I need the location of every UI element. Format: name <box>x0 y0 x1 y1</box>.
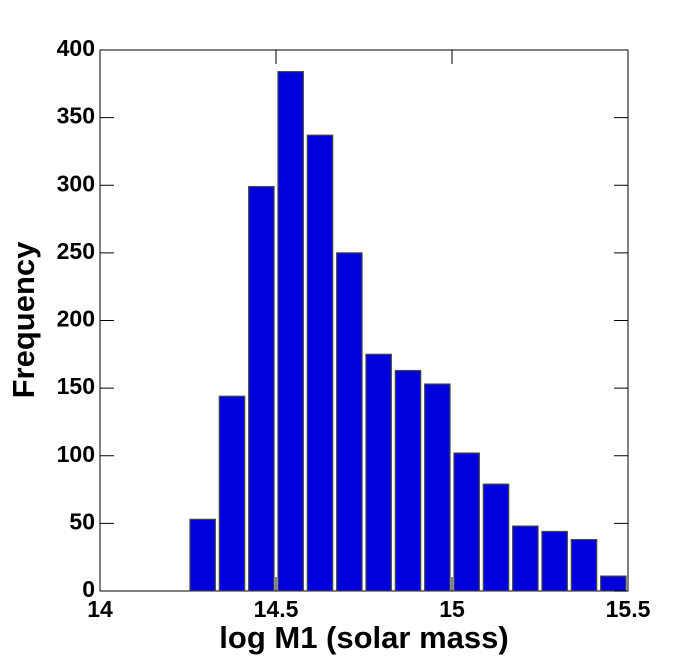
y-tick-label: 150 <box>57 373 95 399</box>
y-tick-label: 300 <box>57 170 95 196</box>
bar <box>453 452 480 592</box>
bar <box>365 353 392 592</box>
bar <box>541 530 568 592</box>
bar <box>482 483 510 592</box>
y-tick-label: 250 <box>57 238 95 264</box>
y-tick-label: 400 <box>57 35 95 61</box>
bar <box>248 186 275 592</box>
x-tick-label: 15.5 <box>606 596 651 622</box>
x-tick-label: 14 <box>87 596 113 622</box>
bar <box>336 252 363 592</box>
bar <box>512 525 539 592</box>
plot-frame <box>99 49 629 592</box>
x-tick-label: 15 <box>439 596 465 622</box>
y-tick-label: 200 <box>57 306 95 332</box>
bar <box>570 539 598 592</box>
bar <box>277 71 304 592</box>
y-tick-label: 0 <box>82 576 95 602</box>
bar <box>306 134 334 592</box>
bar <box>394 369 422 592</box>
bar <box>600 575 627 592</box>
y-tick-label: 50 <box>69 508 95 534</box>
x-axis-label: log M1 (solar mass) <box>219 620 508 655</box>
x-tick-label: 14.5 <box>254 596 299 622</box>
y-axis-label: Frequency <box>6 241 41 399</box>
y-tick-label: 100 <box>57 441 95 467</box>
bar <box>218 395 246 592</box>
bar <box>189 518 216 592</box>
bar <box>424 383 451 592</box>
y-tick-label: 350 <box>57 103 95 129</box>
